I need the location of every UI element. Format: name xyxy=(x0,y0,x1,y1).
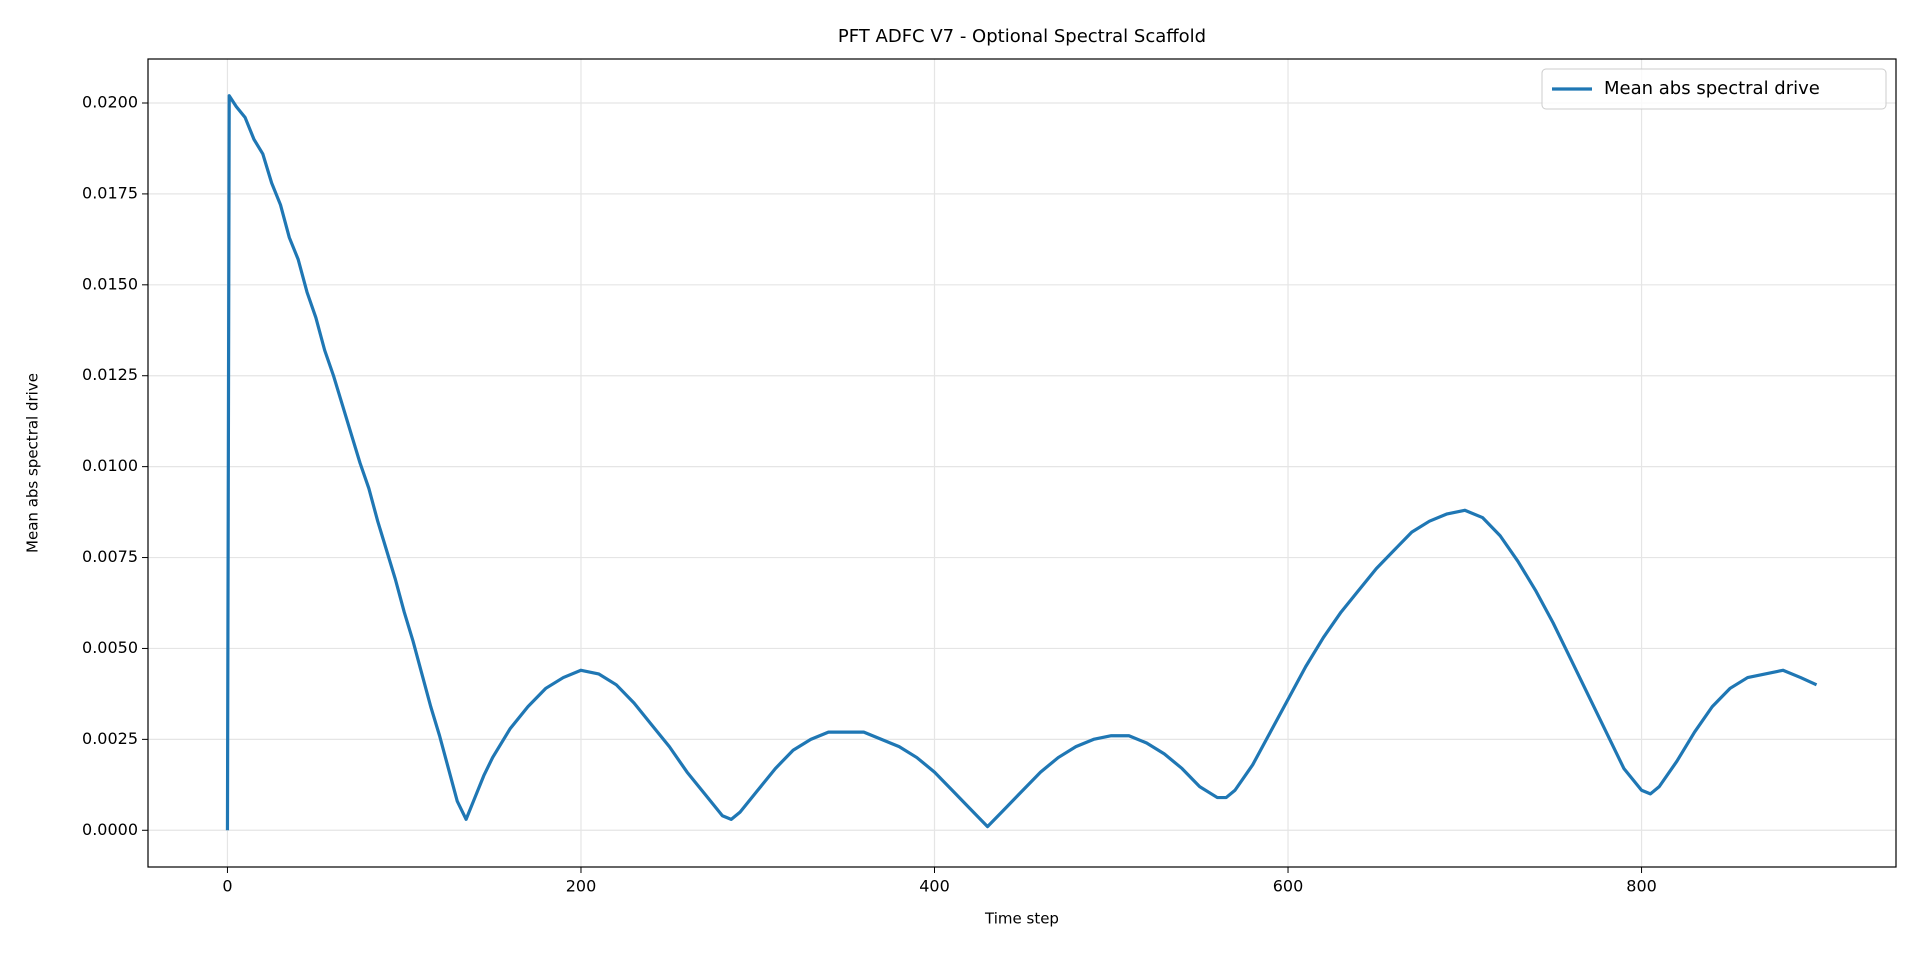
y-tick-label: 0.0100 xyxy=(82,456,138,475)
data-line xyxy=(225,94,1818,831)
x-tick-label: 800 xyxy=(1626,877,1657,896)
plot-frame xyxy=(147,58,1897,868)
chart-title: PFT ADFC V7 - Optional Spectral Scaffold xyxy=(838,26,1206,47)
y-tick-label: 0.0175 xyxy=(82,183,138,202)
y-tick-label: 0.0025 xyxy=(82,729,138,748)
y-tick-label: 0.0050 xyxy=(82,638,138,657)
legend-box xyxy=(1541,68,1887,110)
x-tick-label: 400 xyxy=(919,877,950,896)
y-tick-label: 0.0075 xyxy=(82,547,138,566)
x-axis-label: Time step xyxy=(984,910,1059,928)
y-axis-label: Mean abs spectral drive xyxy=(24,373,42,553)
y-tick-label: 0.0200 xyxy=(82,93,138,112)
legend-label: Mean abs spectral drive xyxy=(1604,78,1820,99)
y-tick-label: 0.0125 xyxy=(82,365,138,384)
y-tick-label: 0.0150 xyxy=(82,274,138,293)
x-tick-label: 0 xyxy=(222,877,232,896)
x-tick-label: 200 xyxy=(566,877,597,896)
y-tick-label: 0.0000 xyxy=(82,820,138,839)
x-tick-label: 600 xyxy=(1273,877,1304,896)
